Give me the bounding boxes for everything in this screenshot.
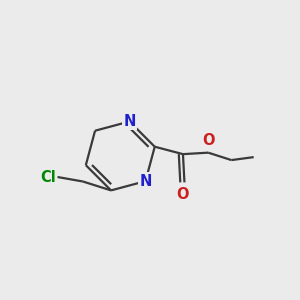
Text: O: O — [202, 133, 214, 148]
Text: O: O — [177, 187, 189, 202]
Text: N: N — [123, 114, 136, 129]
Text: Cl: Cl — [40, 169, 56, 184]
Text: N: N — [139, 174, 152, 189]
